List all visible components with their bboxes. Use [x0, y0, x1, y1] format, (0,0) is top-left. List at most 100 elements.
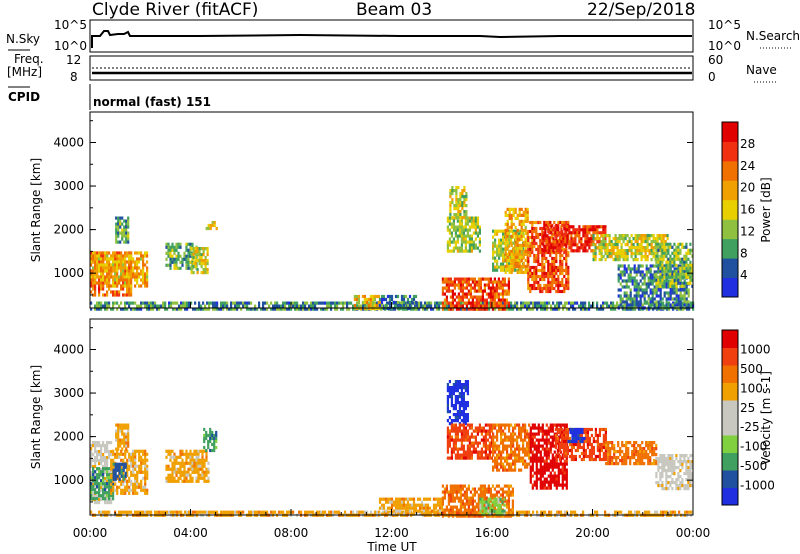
- ytick-label-3: 4000: [53, 342, 84, 356]
- xtick-label-2: 08:00: [274, 526, 309, 540]
- velocity-region-10: [479, 497, 506, 516]
- power-plot-frame: [89, 111, 694, 309]
- nsky-tick-bottom: 10^0: [54, 39, 87, 53]
- velocity-colorbar-swatch-6: [722, 382, 738, 401]
- power-colorbar-swatch-4: [722, 199, 738, 220]
- velocity-colorbar-swatch-0: [722, 487, 738, 506]
- velocity-colorbar-tick-5: -100: [740, 440, 767, 454]
- velocity-region-18: [655, 454, 694, 491]
- velocity-colorbar-swatch-9: [722, 330, 738, 348]
- velocity-colorbar-tick-0: 1000: [740, 342, 771, 356]
- velocity-colorbar-swatch-2: [722, 452, 738, 471]
- power-colorbar-swatch-5: [722, 180, 738, 201]
- velocity-region-17: [605, 441, 658, 466]
- velocity-colorbar-frame: [721, 329, 739, 506]
- velocity-region-15: [554, 427, 607, 462]
- power-colorbar: 28 24 20 16 12 8 4: [721, 121, 755, 298]
- power-ylabel: Slant Range [km]: [29, 158, 43, 262]
- velocity-panel: 1000 2000 3000 4000 Slant Range [km] 1000 50…: [29, 318, 775, 518]
- velocity-colorbar-tick-6: -500: [740, 459, 767, 473]
- velocity-colorbar-tick-7: -1000: [740, 479, 775, 493]
- velocity-colorbar-swatch-7: [722, 365, 738, 383]
- velocity-colorbar-swatch-4: [722, 417, 738, 436]
- ytick-label-2: 3000: [53, 179, 84, 193]
- freq-tick-top: 12: [66, 53, 81, 67]
- xtick-label-1: 04:00: [173, 526, 208, 540]
- freq-unit: [MHz]: [7, 65, 42, 79]
- velocity-region-4: [115, 423, 130, 451]
- xtick-label-4: 16:00: [475, 526, 510, 540]
- velocity-colorbar-swatch-3: [722, 435, 738, 453]
- power-colorbar-tick-1: 24: [740, 159, 755, 173]
- velocity-ylabel: Slant Range [km]: [29, 365, 43, 469]
- velocity-colorbar-tick-1: 500: [740, 362, 763, 376]
- power-region-9: [441, 277, 510, 311]
- ytick-label-0: 1000: [53, 473, 84, 487]
- power-colorbar-swatch-2: [722, 238, 738, 259]
- power-colorbar-swatch-0: [722, 277, 738, 298]
- xtick-label-3: 12:00: [374, 526, 409, 540]
- velocity-region-14: [529, 423, 568, 490]
- ytick-label-1: 2000: [53, 223, 84, 237]
- velocity-colorbar-swatch-8: [722, 347, 738, 366]
- velocity-plot-frame: [89, 318, 694, 516]
- time-axis-label: Time UT: [366, 540, 417, 554]
- ytick-label-2: 3000: [53, 386, 84, 400]
- nsearch-label: N.Search: [746, 29, 800, 43]
- cpid-label: CPID: [8, 90, 40, 104]
- velocity-region-6: [203, 427, 218, 453]
- velocity-colorbar-swatch-1: [722, 470, 738, 488]
- freq-panel: Freq. [MHz] 12 8 60 0 Nave: [7, 52, 777, 84]
- power-colorbar-tick-0: 28: [740, 137, 755, 151]
- velocity-region-8: [378, 497, 444, 516]
- date-title: 22/Sep/2018: [587, 0, 695, 20]
- velocity-region-13: [492, 423, 531, 472]
- power-colorbar-frame: [721, 121, 739, 298]
- velocity-region-5: [165, 449, 210, 483]
- power-data-layer: [90, 186, 695, 311]
- velocity-region-3: [112, 462, 127, 481]
- power-region-11: [449, 186, 468, 220]
- time-axis: 00:00 04:00 08:00 12:00 16:00 20:00 00:00: [73, 302, 710, 540]
- power-yaxis: 1000 2000 3000 4000: [53, 120, 693, 296]
- power-colorbar-swatch-7: [722, 141, 738, 162]
- power-colorbar-swatch-6: [722, 160, 738, 181]
- freq-label: Freq.: [14, 52, 44, 66]
- power-region-4: [190, 247, 209, 275]
- velocity-colorbar-tick-2: 100: [740, 381, 763, 395]
- velocity-region-1: [90, 467, 115, 501]
- velocity-region-2: [110, 449, 149, 495]
- power-region-16: [592, 234, 669, 262]
- velocity-data-layer: [90, 380, 694, 518]
- xtick-label-0: 00:00: [73, 526, 108, 540]
- freq-tick-bottom: 8: [70, 70, 78, 84]
- power-region-10: [446, 216, 481, 253]
- nsky-panel: N.Sky 10^5 10^0 10^5 10^0 N.Search: [6, 18, 800, 53]
- power-colorbar-tick-3: 16: [740, 203, 755, 217]
- ytick-label-0: 1000: [53, 266, 84, 280]
- power-colorbar-swatch-3: [722, 219, 738, 240]
- power-colorbar-tick-5: 8: [740, 246, 748, 260]
- power-region-17: [617, 264, 690, 310]
- nsky-tick-top: 10^5: [54, 18, 87, 32]
- power-colorbar-swatch-1: [722, 258, 738, 278]
- power-region-2: [115, 216, 130, 244]
- beam-title: Beam 03: [356, 0, 432, 20]
- nsky-trace: [91, 30, 692, 48]
- nsearch-tick-top: 10^5: [708, 18, 741, 32]
- station-title: Clyde River (fitACF): [92, 0, 258, 20]
- power-colorbar-tick-6: 4: [740, 268, 748, 282]
- power-colorbar-tick-2: 20: [740, 181, 755, 195]
- velocity-colorbar: 1000 500 100 25 -25 -100 -500 -1000: [721, 329, 775, 506]
- nave-label: Nave: [746, 63, 777, 77]
- ytick-label-1: 2000: [53, 430, 84, 444]
- power-colorbar-swatch-8: [722, 122, 738, 142]
- nave-tick-top: 60: [708, 53, 723, 67]
- xtick-label-5: 20:00: [575, 526, 610, 540]
- velocity-colorbar-swatch-5: [722, 400, 738, 418]
- velocity-region-16: [567, 427, 586, 444]
- ytick-label-3: 4000: [53, 135, 84, 149]
- cpid-value: normal (fast) 151: [93, 95, 211, 109]
- velocity-cbar-label: Velocity [m s-1]: [759, 371, 773, 465]
